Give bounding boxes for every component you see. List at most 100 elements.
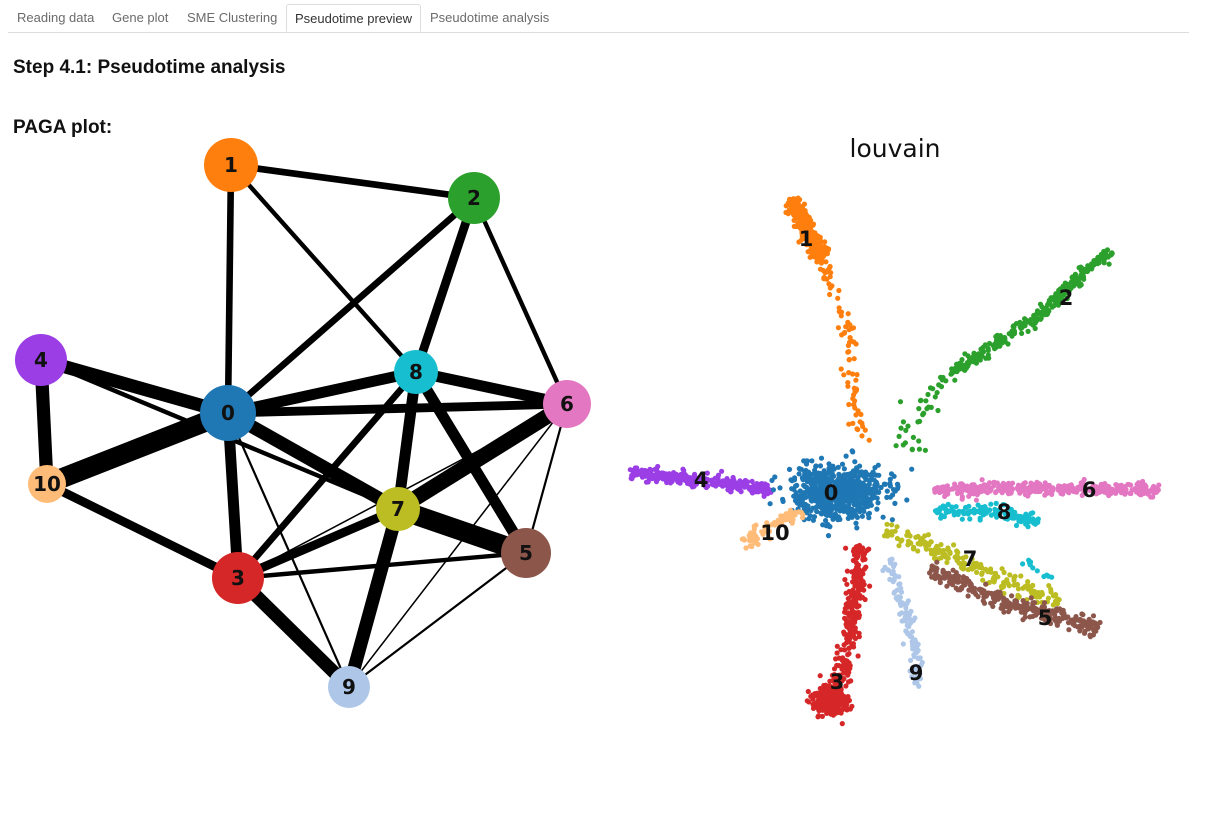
- umap-point: [959, 496, 965, 502]
- umap-point: [1050, 602, 1056, 608]
- umap-point: [842, 615, 848, 621]
- umap-point: [1118, 486, 1124, 493]
- umap-point: [1004, 577, 1010, 583]
- umap-point: [836, 305, 842, 311]
- umap-point: [844, 640, 850, 646]
- umap-point: [933, 571, 939, 578]
- umap-point: [898, 589, 905, 595]
- umap-point: [824, 708, 831, 714]
- umap-point: [979, 570, 985, 576]
- umap-point: [828, 499, 834, 506]
- umap-point: [980, 577, 986, 583]
- paga-edge-7-9: [342, 502, 405, 694]
- umap-point: [887, 476, 893, 482]
- umap-point: [839, 721, 845, 727]
- umap-point: [815, 486, 822, 492]
- umap-point: [950, 485, 956, 491]
- umap-point: [841, 491, 847, 497]
- umap-point: [934, 543, 940, 550]
- umap-point: [846, 621, 852, 627]
- umap-point: [917, 398, 924, 404]
- umap-point: [903, 611, 909, 618]
- umap-point: [909, 446, 915, 452]
- paga-edge-5-6: [524, 402, 569, 555]
- umap-point: [798, 213, 804, 219]
- umap-point: [1026, 515, 1032, 521]
- umap-cluster-label-0: 0: [824, 481, 839, 505]
- umap-point: [1148, 494, 1154, 500]
- umap-point: [892, 500, 898, 506]
- umap-cluster-3-points: [804, 542, 873, 727]
- tab-sme-clustering[interactable]: SME Clustering: [187, 10, 278, 25]
- umap-point: [1021, 481, 1027, 487]
- umap-point: [1002, 597, 1008, 603]
- umap-point: [1035, 516, 1041, 522]
- umap-point: [712, 475, 718, 481]
- umap-point: [1095, 258, 1102, 265]
- umap-point: [759, 481, 765, 487]
- umap-point: [804, 470, 810, 476]
- umap-point: [846, 625, 852, 631]
- umap-point: [982, 342, 988, 348]
- umap-point: [1054, 608, 1060, 614]
- umap-point: [910, 546, 917, 552]
- umap-point: [967, 516, 973, 522]
- umap-point: [970, 589, 976, 595]
- umap-point: [836, 287, 842, 294]
- tab-pseudotime-preview[interactable]: Pseudotime preview: [286, 4, 421, 32]
- umap-point: [821, 691, 827, 697]
- umap-point: [925, 532, 932, 538]
- umap-point: [1000, 480, 1006, 486]
- umap-point: [801, 458, 807, 464]
- umap-point: [1087, 632, 1093, 638]
- umap-point: [852, 629, 859, 635]
- umap-point: [857, 502, 863, 508]
- umap-point: [684, 477, 690, 483]
- umap-point: [847, 629, 853, 635]
- umap-point: [704, 470, 710, 476]
- umap-point: [918, 537, 924, 544]
- umap-point: [647, 470, 653, 477]
- umap-point: [1002, 511, 1008, 517]
- umap-point: [979, 353, 985, 359]
- umap-point: [1078, 480, 1084, 486]
- umap-cluster-5-points: [927, 559, 1103, 640]
- umap-point: [943, 509, 950, 515]
- umap-point: [823, 259, 829, 265]
- umap-point: [847, 322, 853, 328]
- umap-point: [841, 629, 847, 635]
- paga-edge-2-8: [411, 193, 479, 377]
- umap-point: [846, 401, 852, 408]
- tab-reading-data[interactable]: Reading data: [17, 10, 95, 25]
- umap-point: [846, 510, 852, 517]
- umap-point: [835, 517, 841, 523]
- umap-point: [953, 504, 959, 510]
- umap-point: [1056, 483, 1062, 489]
- umap-point: [655, 463, 661, 470]
- umap-point: [760, 488, 767, 494]
- paga-node-1: [204, 138, 258, 192]
- umap-point: [904, 532, 910, 538]
- umap-point: [1140, 478, 1146, 485]
- umap-point: [853, 520, 859, 526]
- umap-point: [841, 372, 847, 378]
- umap-point: [843, 683, 849, 689]
- umap-point: [1033, 609, 1039, 615]
- umap-point: [970, 509, 976, 515]
- tab-pseudotime-analysis[interactable]: Pseudotime analysis: [430, 10, 550, 25]
- umap-point: [1090, 613, 1097, 619]
- tab-gene-plot[interactable]: Gene plot: [112, 10, 169, 25]
- umap-point: [973, 562, 979, 568]
- umap-point: [818, 260, 825, 266]
- umap-point: [639, 469, 646, 475]
- umap-point: [831, 677, 837, 683]
- umap-point: [965, 593, 971, 599]
- umap-point: [852, 625, 858, 631]
- umap-point: [1047, 616, 1053, 622]
- umap-point: [1001, 502, 1008, 508]
- umap-point: [1017, 490, 1023, 496]
- umap-point: [860, 571, 866, 577]
- umap-point: [912, 615, 918, 621]
- umap-point: [844, 581, 850, 587]
- umap-point: [842, 647, 848, 653]
